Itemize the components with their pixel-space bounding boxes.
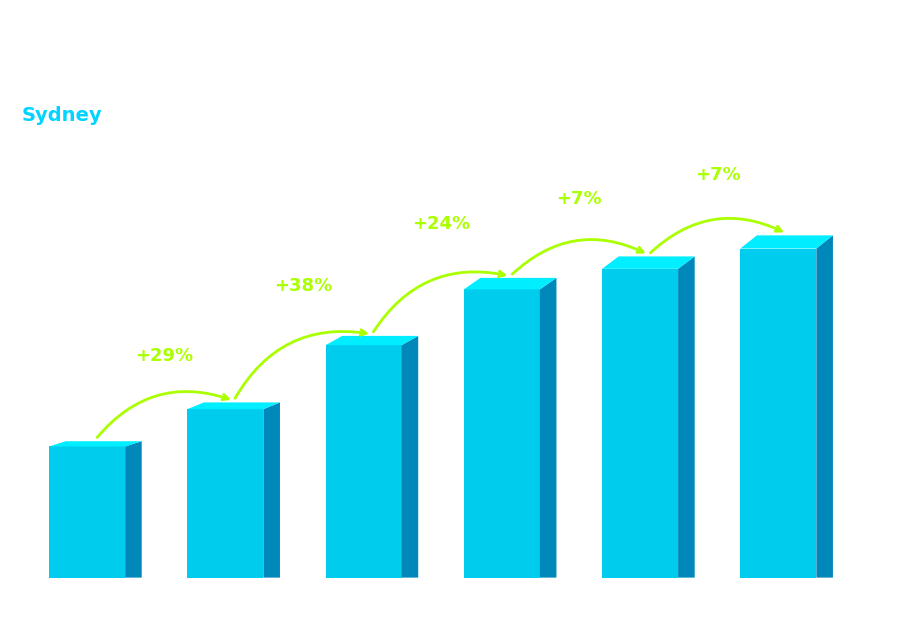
Polygon shape	[326, 336, 419, 345]
Text: salary: salary	[393, 624, 450, 641]
Text: 20+ Years: 20+ Years	[743, 602, 830, 617]
Polygon shape	[741, 249, 816, 578]
Text: 81,100 AUD: 81,100 AUD	[463, 260, 538, 272]
Polygon shape	[540, 278, 556, 578]
Text: +29%: +29%	[136, 347, 194, 365]
Text: 86,900 AUD: 86,900 AUD	[601, 238, 676, 251]
Text: Sydney: Sydney	[22, 106, 103, 125]
Polygon shape	[816, 235, 833, 578]
Text: 10 to 15: 10 to 15	[475, 602, 545, 617]
Text: ER Registration Supervisor: ER Registration Supervisor	[22, 63, 283, 83]
Text: +7%: +7%	[695, 166, 741, 184]
Text: 2 to 5: 2 to 5	[209, 602, 258, 617]
Text: Average Yearly Salary: Average Yearly Salary	[873, 253, 886, 388]
Polygon shape	[50, 447, 125, 578]
Polygon shape	[187, 409, 264, 578]
Polygon shape	[50, 441, 141, 447]
Text: 47,400 AUD: 47,400 AUD	[186, 384, 262, 397]
Text: +38%: +38%	[274, 277, 332, 295]
Polygon shape	[125, 441, 141, 578]
Text: explorer.com: explorer.com	[450, 624, 558, 641]
Text: 36,900 AUD: 36,900 AUD	[49, 423, 123, 436]
Polygon shape	[464, 289, 540, 578]
Polygon shape	[602, 256, 695, 269]
Text: 92,600 AUD: 92,600 AUD	[740, 217, 814, 230]
Polygon shape	[264, 403, 280, 578]
Text: 65,400 AUD: 65,400 AUD	[325, 318, 400, 331]
Polygon shape	[464, 278, 556, 289]
Polygon shape	[401, 336, 419, 578]
Text: < 2 Years: < 2 Years	[55, 602, 136, 617]
Polygon shape	[602, 269, 678, 578]
Text: 5 to 10: 5 to 10	[342, 602, 402, 617]
Text: 15 to 20: 15 to 20	[613, 602, 684, 617]
Text: +24%: +24%	[412, 215, 470, 233]
Text: salary: salary	[421, 617, 479, 635]
Text: +7%: +7%	[556, 190, 602, 208]
Polygon shape	[741, 235, 832, 249]
Polygon shape	[187, 403, 280, 409]
Polygon shape	[678, 256, 695, 578]
Polygon shape	[326, 345, 401, 578]
Text: Salary Comparison By Experience: Salary Comparison By Experience	[22, 3, 548, 31]
